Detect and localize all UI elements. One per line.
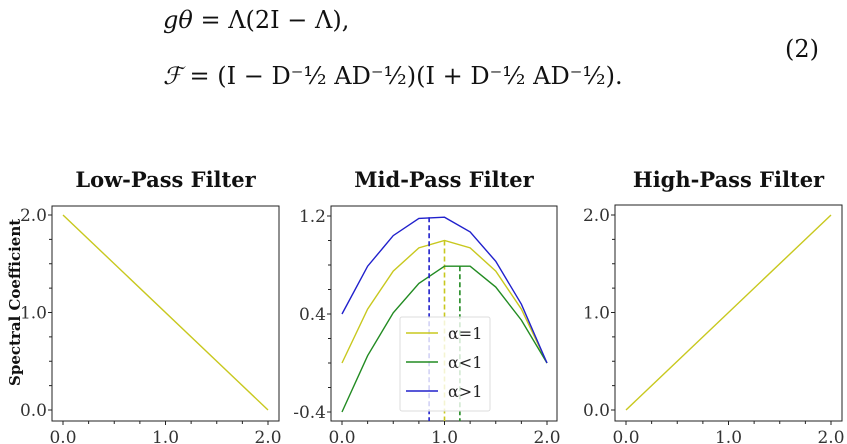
y-tick-label: 1.2 xyxy=(299,207,326,227)
eq2-lhs: ℱ xyxy=(163,62,182,90)
chart-title-high-pass: High-Pass Filter xyxy=(632,167,825,192)
x-tick-label: 2.0 xyxy=(533,428,560,444)
x-tick-label: 1.0 xyxy=(152,428,179,444)
eq1-lhs: gθ xyxy=(163,6,193,34)
series-line xyxy=(625,214,832,411)
x-tick-label: 0.0 xyxy=(49,428,76,444)
x-tick-label: 2.0 xyxy=(254,428,281,444)
y-tick-label: 2.0 xyxy=(20,206,47,226)
series-line xyxy=(62,214,269,411)
chart-2: 0.0 1.0 2.0 0.0 1.0 2.0 xyxy=(583,204,845,444)
series-line xyxy=(341,216,548,364)
equation-line-1: gθ = Λ(2I − Λ), xyxy=(163,6,349,34)
chart-0: 0.0 1.0 2.0 0.0 1.0 2.0 xyxy=(20,205,282,444)
y-tick-label: 1.0 xyxy=(583,304,610,324)
x-tick-label: 1.0 xyxy=(431,428,458,444)
series-line xyxy=(341,265,548,413)
chart-title-low-pass: Low-Pass Filter xyxy=(75,167,256,192)
legend-label: α=1 xyxy=(448,324,482,343)
x-tick-label: 1.0 xyxy=(715,428,742,444)
legend-label: α<1 xyxy=(448,353,482,372)
equation-line-2: ℱ = (I − D⁻½ AD⁻½)(I + D⁻½ AD⁻½). xyxy=(163,62,623,90)
y-tick-label: -0.4 xyxy=(293,403,326,423)
x-tick-label: 0.0 xyxy=(612,428,639,444)
x-tick-label: 0.0 xyxy=(328,428,355,444)
chart-1: 0.0 1.0 2.0 -0.4 0.4 1.2 α=1 α<1 α>1 xyxy=(293,205,561,444)
eq1-rhs: = Λ(2I − Λ), xyxy=(200,6,350,34)
y-tick-label: 0.0 xyxy=(583,401,610,421)
chart-title-mid-pass: Mid-Pass Filter xyxy=(354,167,534,192)
legend-label: α>1 xyxy=(448,382,482,401)
y-tick-label: 0.0 xyxy=(20,401,47,421)
legend: α=1 α<1 α>1 xyxy=(399,316,491,412)
eq2-rhs: = (I − D⁻½ AD⁻½)(I + D⁻½ AD⁻½). xyxy=(189,62,623,90)
y-tick-label: 1.0 xyxy=(20,304,47,324)
y-tick-label: 0.4 xyxy=(299,305,326,325)
y-tick-label: 2.0 xyxy=(583,206,610,226)
equation-number: (2) xyxy=(785,35,819,63)
x-tick-label: 2.0 xyxy=(817,428,844,444)
